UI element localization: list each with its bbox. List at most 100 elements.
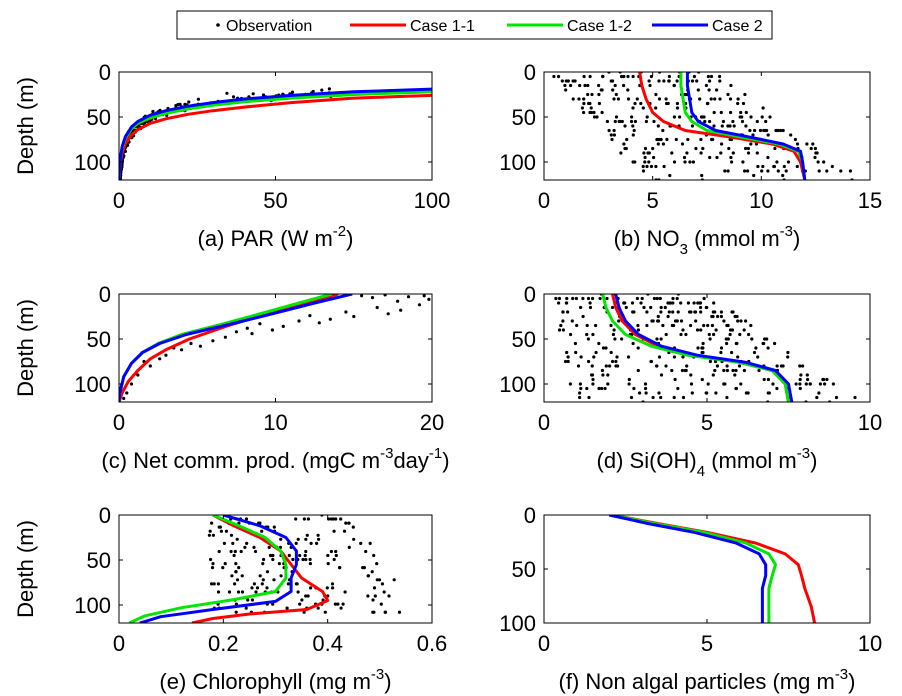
observation-point [577, 97, 581, 101]
y-tick-label: 0 [524, 60, 536, 85]
x-axis-label-part: (e) Chlorophyll (mg m [159, 669, 371, 694]
observation-point [698, 301, 702, 305]
observation-point [342, 529, 347, 533]
observation-point [657, 137, 661, 142]
x-tick-label: 10 [749, 188, 773, 213]
observation-point [308, 562, 312, 566]
observation-point [406, 295, 411, 299]
observation-point [668, 301, 672, 305]
observation-point [631, 133, 635, 137]
observation-point [706, 101, 710, 106]
observation-point [701, 341, 705, 346]
observation-point [212, 582, 216, 586]
observation-point [305, 533, 309, 537]
observation-point [765, 128, 769, 133]
observation-point [758, 128, 763, 133]
observation-point [568, 382, 573, 386]
observation-point [706, 74, 711, 79]
observation-point [763, 337, 767, 341]
observation-point [573, 341, 578, 346]
observation-point [708, 79, 712, 83]
y-tick-label: 50 [512, 105, 536, 130]
observation-point [332, 557, 336, 562]
observation-point [649, 359, 654, 364]
observation-point [632, 128, 636, 133]
observation-point [626, 74, 630, 79]
observation-point [587, 359, 591, 364]
observation-point [326, 553, 330, 558]
observation-point [730, 328, 735, 332]
observation-point [592, 110, 596, 115]
observation-point [639, 101, 643, 106]
observation-point [565, 301, 569, 305]
y-tick-label: 50 [512, 327, 536, 352]
observation-point [747, 332, 751, 337]
observation-point [601, 346, 606, 350]
observation-point [691, 160, 696, 164]
observation-point [708, 119, 712, 124]
x-tick-label: 0.2 [208, 631, 239, 656]
observation-point [760, 115, 764, 119]
observation-point [352, 314, 356, 319]
observation-point [746, 169, 750, 173]
observation-point [671, 310, 675, 314]
observation-point [328, 317, 332, 321]
observation-point [604, 364, 608, 368]
observation-point [252, 582, 256, 586]
observation-point [699, 151, 703, 155]
observation-point [761, 341, 765, 346]
observation-point [301, 557, 305, 562]
series-line-case-2 [614, 294, 794, 402]
x-tick-label: 0 [113, 188, 125, 213]
observation-point [734, 368, 738, 373]
observation-point [786, 355, 790, 359]
observation-point [699, 137, 703, 142]
observation-point [775, 128, 779, 133]
observation-point [710, 137, 714, 142]
observation-point [317, 537, 321, 541]
observation-point [681, 328, 685, 332]
observation-point [642, 151, 646, 155]
observation-point [308, 314, 312, 318]
series-line-case-1-1 [119, 93, 432, 180]
observation-point [224, 529, 228, 533]
observation-point [689, 323, 693, 328]
observation-point [729, 110, 733, 115]
observation-point [261, 578, 265, 582]
observation-point [718, 97, 722, 101]
observation-point [591, 377, 595, 382]
x-tick-label: 5 [701, 631, 713, 656]
observation-point [751, 133, 755, 137]
observation-point [750, 337, 754, 341]
observation-point [272, 525, 276, 529]
observation-point [744, 146, 748, 151]
observation-point [768, 115, 772, 119]
observation-point [713, 97, 717, 101]
observation-point [304, 594, 308, 598]
observation-point [260, 582, 264, 586]
observation-point [272, 578, 276, 582]
observation-point [606, 382, 610, 386]
observation-point [805, 373, 809, 377]
observation-point [618, 119, 622, 124]
observation-point [569, 332, 573, 337]
observation-point [586, 337, 591, 341]
observation-point [689, 382, 694, 386]
observation-point [636, 323, 640, 328]
observation-point [561, 310, 565, 314]
observation-point [795, 164, 799, 169]
observation-point [696, 88, 700, 92]
observation-point [122, 396, 126, 400]
observation-point [775, 386, 779, 391]
observation-point [581, 296, 585, 301]
observation-point [379, 602, 383, 606]
x-tick-label: 10 [858, 410, 882, 435]
observation-point [611, 88, 615, 92]
observation-point [211, 562, 215, 566]
x-axis-label: (e) Chlorophyll (mg m-3) [159, 666, 391, 694]
observation-point [834, 395, 839, 400]
observation-point [294, 541, 298, 546]
observation-point [702, 323, 706, 328]
observation-point [222, 541, 226, 546]
observation-point [782, 164, 786, 169]
